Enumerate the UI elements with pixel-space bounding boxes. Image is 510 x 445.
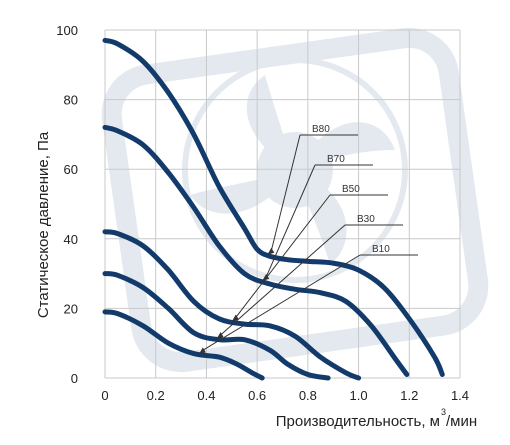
- series-label: B70: [327, 154, 345, 165]
- series-label: B10: [372, 244, 390, 255]
- y-tick-label: 80: [64, 93, 78, 108]
- series-label: B50: [342, 184, 360, 195]
- label-leader-line: [265, 164, 316, 278]
- y-tick-label: 40: [64, 232, 78, 247]
- series-line-b70: [102, 124, 410, 377]
- label-leader-line: [235, 194, 331, 318]
- y-tick-label: 100: [56, 23, 78, 38]
- fan-watermark: [101, 27, 489, 373]
- x-axis-title-suffix: /мин: [446, 413, 477, 430]
- label-leader-line: [220, 224, 346, 336]
- series-line-b80: [102, 37, 445, 377]
- series-label: B80: [312, 124, 330, 135]
- label-arrowhead: [267, 247, 275, 255]
- series-line-b30: [102, 271, 331, 381]
- series-line-b10: [102, 309, 265, 381]
- x-tick-label: 1.0: [350, 388, 368, 403]
- label-leader-line: [202, 254, 361, 351]
- series-curves: [102, 37, 445, 381]
- series-line-b50: [102, 229, 362, 381]
- x-axis-title: Производительность, м: [276, 413, 440, 430]
- label-arrowhead: [198, 347, 206, 355]
- x-tick-label: 0.4: [197, 388, 215, 403]
- series-labels: B80 B70 B50 B30 B10: [198, 124, 418, 355]
- label-arrowhead: [231, 314, 239, 322]
- grid: [104, 29, 461, 379]
- x-tick-label: 0.2: [147, 388, 165, 403]
- label-leader-line: [270, 134, 301, 251]
- y-tick-label: 0: [71, 371, 78, 386]
- label-arrowhead: [216, 332, 224, 340]
- y-tick-label: 60: [64, 162, 78, 177]
- x-axis-ticks: 0 0.2 0.4 0.6 0.8 1.0 1.2 1.4: [101, 388, 469, 403]
- x-tick-label: 0.8: [299, 388, 317, 403]
- x-tick-label: 1.4: [451, 388, 469, 403]
- y-axis-ticks: 0 20 40 60 80 100: [56, 23, 78, 386]
- label-arrowhead: [262, 273, 270, 281]
- x-tick-label: 0.6: [248, 388, 266, 403]
- y-tick-label: 20: [64, 301, 78, 316]
- x-axis-title-sup: 3: [441, 407, 446, 417]
- y-axis-title: Статическое давление, Па: [35, 131, 52, 318]
- series-label: B30: [357, 214, 375, 225]
- x-tick-label: 1.2: [400, 388, 418, 403]
- x-tick-label: 0: [101, 388, 108, 403]
